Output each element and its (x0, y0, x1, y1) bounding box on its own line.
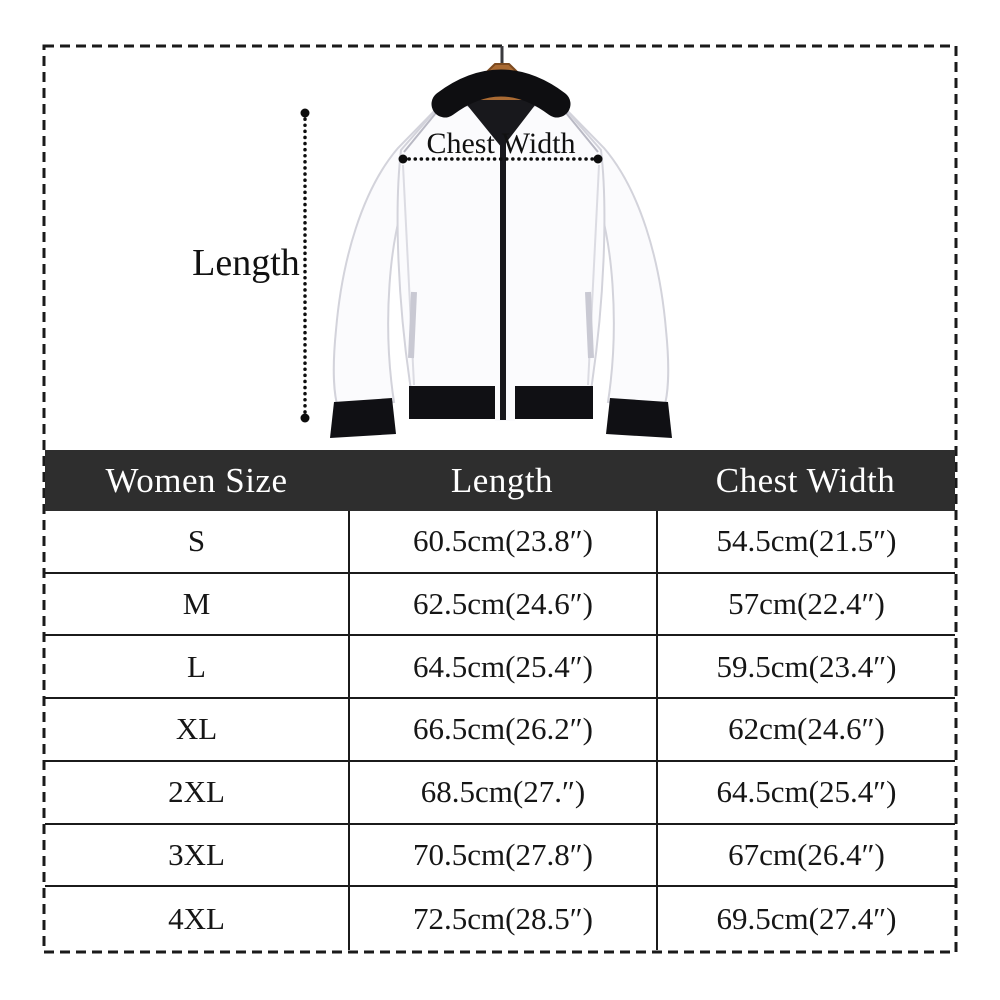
size-cell: L (187, 648, 206, 684)
table-row: S 60.5cm(23.8″) 54.5cm(21.5″) (45, 511, 955, 574)
table-row: 3XL 70.5cm(27.8″) 67cm(26.4″) (45, 824, 955, 888)
chest-cell: 64.5cm(25.4″) (656, 761, 955, 823)
header-length: Length (450, 460, 554, 500)
table-body: S 60.5cm(23.8″) 54.5cm(21.5″) M 62.5cm(2… (45, 511, 955, 950)
left-sleeve (332, 94, 451, 410)
chest-width-label: Chest Width (426, 127, 575, 160)
size-table: Women Size Length Chest Width S 60.5cm(2… (45, 450, 955, 950)
size-cell: S (187, 523, 206, 559)
right-pocket (585, 291, 594, 359)
right-sleeve (551, 94, 670, 410)
size-cell: 4XL (168, 900, 225, 936)
length-dimension-line (300, 108, 310, 423)
size-cell: 3XL (168, 836, 225, 872)
chest-cell: 69.5cm(27.4″) (656, 887, 955, 950)
right-cuff (606, 398, 672, 438)
length-cell: 62.5cm(24.6″) (348, 573, 656, 635)
size-cell: 2XL (168, 774, 225, 810)
table-row: 2XL 68.5cm(27.″) 64.5cm(25.4″) (45, 761, 955, 825)
chest-cell: 57cm(22.4″) (656, 573, 955, 635)
left-pocket (408, 291, 417, 359)
dashed-border (42, 44, 958, 954)
table-row: 4XL 72.5cm(28.5″) 69.5cm(27.4″) (45, 887, 955, 950)
length-cell: 60.5cm(23.8″) (348, 511, 656, 572)
chest-dimension-line (398, 154, 603, 164)
table-row: L 64.5cm(25.4″) 59.5cm(23.4″) (45, 636, 955, 700)
table-row: M 62.5cm(24.6″) 57cm(22.4″) (45, 573, 955, 637)
collar-lining (463, 100, 539, 148)
table-header-row: Women Size Length Chest Width (45, 450, 955, 511)
jacket-graphic (330, 69, 672, 438)
length-cell: 72.5cm(28.5″) (348, 887, 656, 950)
length-cell: 70.5cm(27.8″) (348, 824, 656, 886)
length-cell: 66.5cm(26.2″) (348, 699, 656, 760)
length-top-dot (300, 108, 310, 118)
length-bottom-dot (300, 413, 310, 423)
length-cell: 64.5cm(25.4″) (348, 636, 656, 698)
chest-cell: 54.5cm(21.5″) (656, 511, 955, 572)
chest-right-dot (593, 154, 603, 164)
length-label: Length (192, 242, 300, 284)
zipper (500, 130, 506, 420)
size-cell: M (182, 586, 211, 622)
chest-left-dot (398, 154, 408, 164)
left-cuff (330, 398, 396, 438)
table-row: XL 66.5cm(26.2″) 62cm(24.6″) (45, 699, 955, 762)
chest-cell: 59.5cm(23.4″) (656, 636, 955, 698)
chest-cell: 62cm(24.6″) (656, 699, 955, 760)
header-women-size: Women Size (105, 460, 288, 500)
collar (431, 69, 571, 118)
size-cell: XL (175, 711, 218, 747)
length-cell: 68.5cm(27.″) (348, 761, 656, 823)
header-chest-width: Chest Width (715, 460, 896, 500)
chest-cell: 67cm(26.4″) (656, 824, 955, 886)
